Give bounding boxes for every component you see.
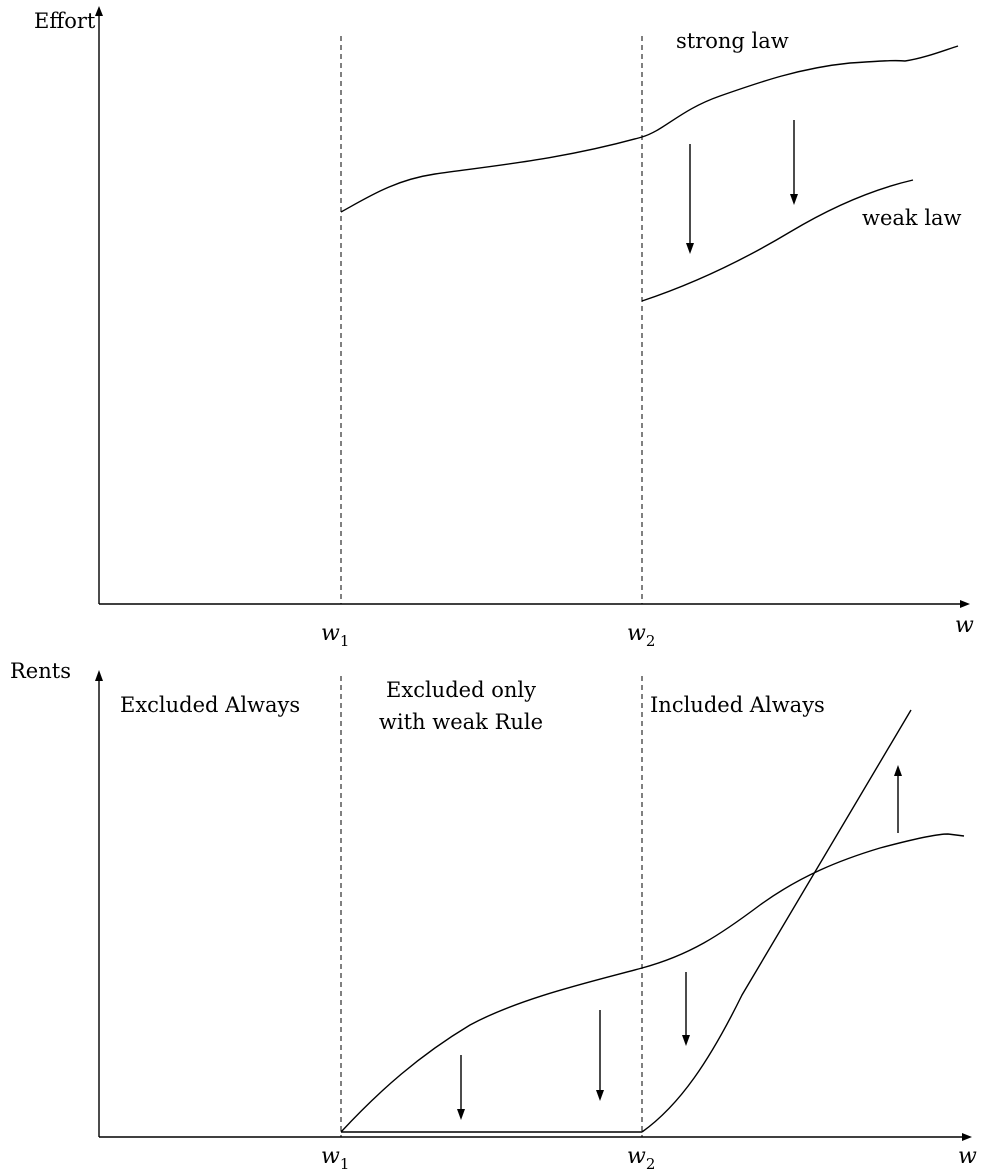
weak-law-label: weak law [862, 206, 962, 230]
rents-axis-label: Rents [10, 659, 71, 683]
bottom-w2-tick-label: w2 [627, 1144, 655, 1169]
region-excluded-always: Excluded Always [120, 693, 300, 717]
bottom-down-arrow-2 [596, 1010, 604, 1101]
bottom-down-arrow-3 [682, 972, 690, 1046]
top-x-axis-arrowhead [960, 600, 970, 608]
bottom-w1-tick-label: w1 [321, 1144, 349, 1169]
bottom-x-axis-arrowhead [962, 1133, 972, 1141]
rents-included-steep-curve [641, 709, 912, 1133]
top-w2-tick-label: w2 [627, 621, 655, 650]
weak-law-curve [641, 179, 914, 302]
top-down-arrow-1 [686, 144, 694, 254]
top-panel: Effort strong law weak law w w1 w2 [34, 6, 974, 650]
top-y-axis-arrowhead [95, 6, 103, 16]
strong-law-curve [340, 45, 959, 213]
bottom-y-axis-arrowhead [95, 670, 103, 681]
bottom-x-axis-label: w [958, 1144, 977, 1169]
region-excluded-weak-line1: Excluded only [386, 678, 536, 702]
bottom-panel: Rents Excluded Always Excluded only with… [10, 659, 977, 1169]
strong-law-label: strong law [676, 29, 789, 53]
top-w1-tick-label: w1 [321, 621, 349, 650]
region-included-always: Included Always [650, 693, 825, 717]
bottom-down-arrow-1 [457, 1055, 465, 1120]
top-x-axis-label: w [955, 613, 974, 638]
region-excluded-weak-line2: with weak Rule [379, 710, 543, 734]
bottom-up-arrow [894, 765, 902, 833]
rents-strong-rule-curve [340, 833, 965, 1133]
top-down-arrow-2 [790, 120, 798, 205]
effort-axis-label: Effort [34, 9, 96, 33]
